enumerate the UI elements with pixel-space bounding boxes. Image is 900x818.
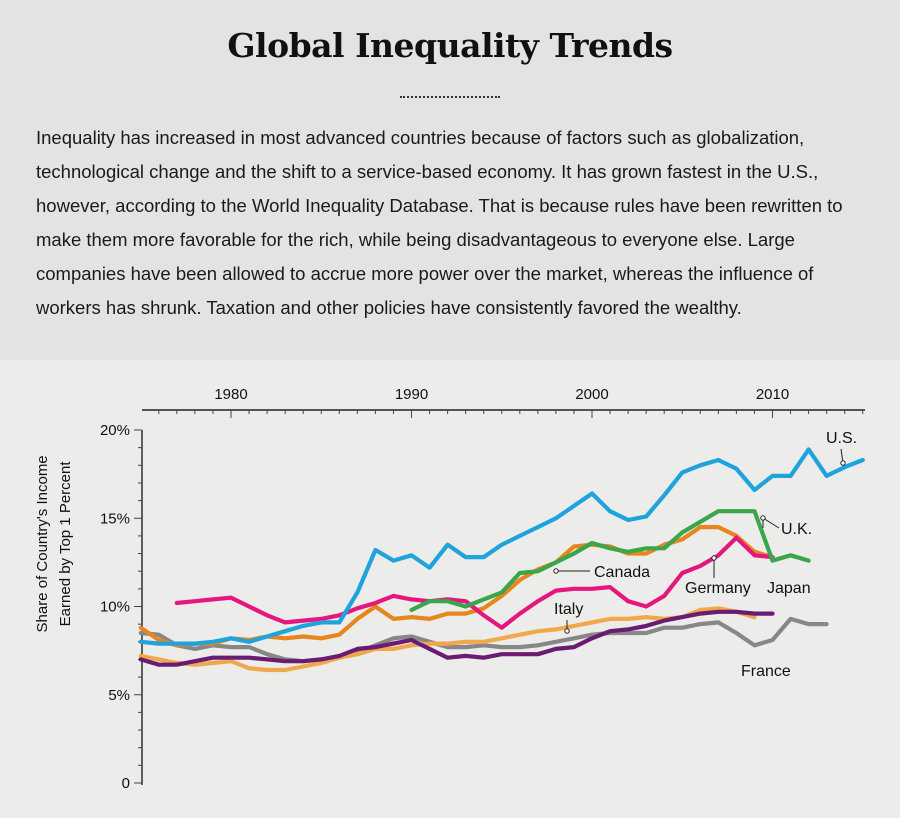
series-label-uk: U.K. bbox=[781, 521, 812, 538]
leader-dot-germany bbox=[711, 555, 717, 561]
leader-dot-canada bbox=[553, 568, 559, 574]
y-tick-label: 15% bbox=[100, 510, 130, 527]
leader-line-uk bbox=[762, 517, 780, 529]
y-axis-title-line2: Earned by Top 1 Percent bbox=[57, 461, 74, 627]
series-label-japan: Japan bbox=[767, 580, 811, 597]
intro-paragraph: Inequality has increased in most advance… bbox=[36, 127, 843, 318]
x-tick-label: 2000 bbox=[575, 386, 608, 403]
chart-panel: 1980 1990 2000 2010 0 5% 10% 15% 20% Share of Cou… bbox=[0, 360, 900, 813]
leader-dot-uk bbox=[760, 515, 766, 521]
x-tick-label: 1980 bbox=[214, 386, 247, 403]
y-tick-label: 5% bbox=[108, 687, 130, 704]
chart-axes: 1980 1990 2000 2010 0 5% 10% 15% 20% Share of Cou… bbox=[34, 386, 865, 792]
series-line-us bbox=[138, 447, 865, 646]
chart-labels-group: U.S. U.K. Canada Germany Japan Italy France bbox=[553, 430, 857, 680]
page-title: Global Inequality Trends bbox=[227, 26, 673, 65]
x-tick-label: 1990 bbox=[395, 386, 428, 403]
x-tick-label: 2010 bbox=[756, 386, 789, 403]
y-tick-label: 20% bbox=[100, 422, 130, 439]
leader-dot-us bbox=[840, 460, 846, 466]
chart-series-group bbox=[138, 447, 865, 673]
series-line-germany bbox=[174, 535, 775, 630]
line-chart: 1980 1990 2000 2010 0 5% 10% 15% 20% Share of Cou… bbox=[34, 386, 865, 792]
series-line-japan bbox=[138, 609, 775, 667]
y-axis-title-line1: Share of Country's Income bbox=[34, 455, 51, 632]
y-tick-label: 10% bbox=[100, 599, 130, 616]
series-label-germany: Germany bbox=[685, 580, 751, 597]
series-label-canada: Canada bbox=[594, 564, 650, 581]
series-label-us: U.S. bbox=[826, 430, 857, 447]
series-line-italy bbox=[138, 606, 757, 673]
series-line-france bbox=[138, 616, 829, 664]
title-divider bbox=[400, 96, 500, 98]
series-label-france: France bbox=[741, 663, 791, 680]
header-panel: Global Inequality Trends Inequality has … bbox=[0, 0, 900, 360]
series-line-uk bbox=[409, 509, 811, 613]
leader-dot-italy bbox=[564, 628, 570, 634]
y-tick-label: 0 bbox=[122, 775, 130, 792]
series-label-italy: Italy bbox=[554, 601, 583, 618]
